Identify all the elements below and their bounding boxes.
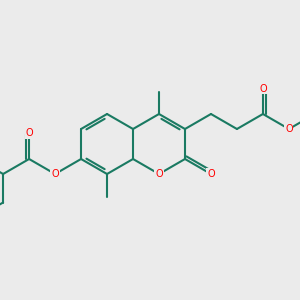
Text: O: O [155,169,163,179]
Text: O: O [207,169,215,179]
Text: O: O [259,83,267,94]
Text: O: O [285,124,293,134]
Text: O: O [51,169,59,179]
Text: O: O [25,128,33,139]
